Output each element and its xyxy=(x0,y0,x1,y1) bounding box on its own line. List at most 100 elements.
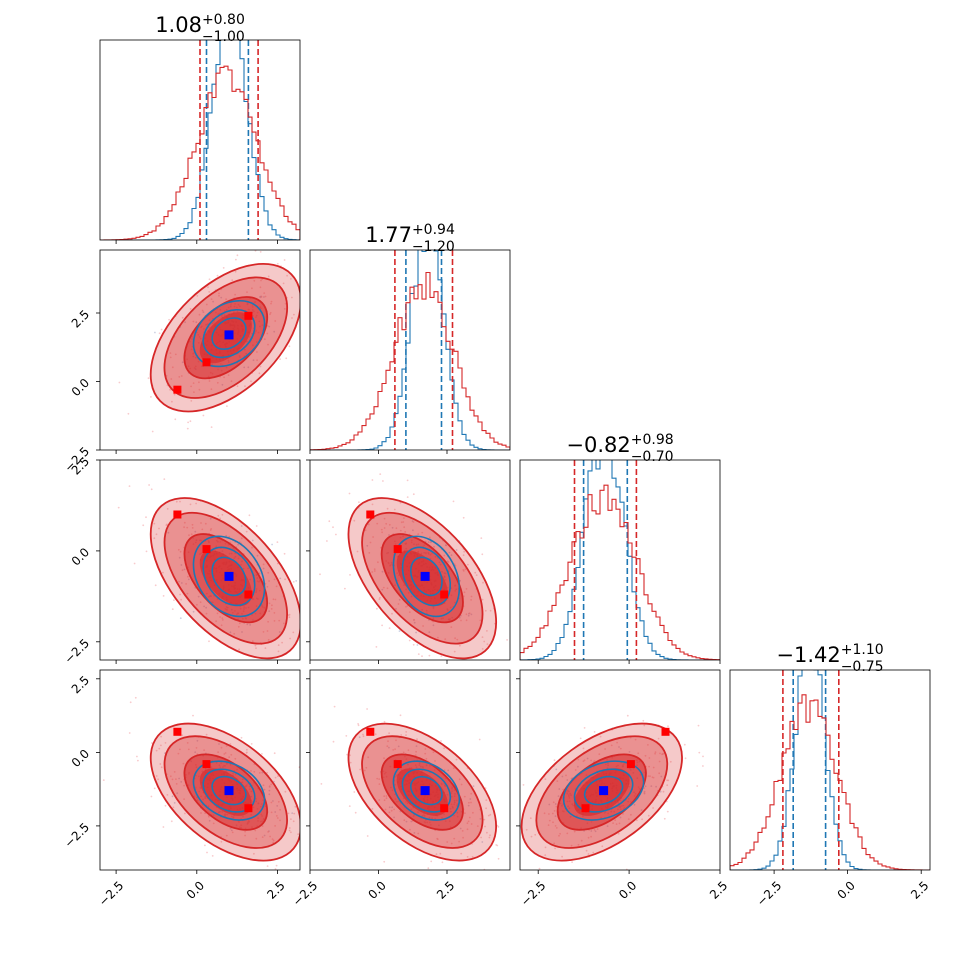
scatter-point xyxy=(424,752,427,755)
scatter-point xyxy=(366,544,369,547)
title-plus: +0.80 xyxy=(202,12,245,28)
scatter-point xyxy=(263,296,265,298)
x-tick-label: 2.5 xyxy=(434,878,457,901)
scatter-point xyxy=(308,308,310,310)
scatter-point xyxy=(178,556,181,559)
scatter-point xyxy=(641,818,643,821)
scatter-point xyxy=(458,616,461,619)
scatter-point xyxy=(408,611,411,613)
scatter-point xyxy=(278,619,281,622)
scatter-point xyxy=(268,793,271,796)
scatter-point xyxy=(599,735,602,738)
scatter-point xyxy=(484,609,487,612)
scatter-point xyxy=(210,298,213,300)
scatter-point xyxy=(395,739,397,742)
scatter-point xyxy=(388,523,391,526)
scatter-point xyxy=(313,626,315,628)
scatter-point xyxy=(175,778,177,780)
scatter-point xyxy=(205,733,208,736)
scatter-point xyxy=(435,666,437,668)
scatter-point xyxy=(702,765,704,767)
scatter-point xyxy=(593,731,596,733)
scatter-point xyxy=(357,723,359,725)
scatter-point xyxy=(586,757,589,760)
scatter-point xyxy=(275,585,278,588)
panel-title-1: 1.77+0.94 xyxy=(365,222,455,247)
scatter-point xyxy=(200,522,202,524)
scatter-point xyxy=(430,860,433,863)
scatter-point xyxy=(561,855,563,858)
scatter-point xyxy=(474,662,476,664)
blue-truth-marker xyxy=(420,786,430,796)
scatter-point xyxy=(205,303,208,306)
scatter-point xyxy=(171,795,174,798)
scatter-point xyxy=(230,829,233,832)
scatter-point xyxy=(234,757,237,760)
scatter-point xyxy=(345,735,348,737)
scatter-point xyxy=(327,295,329,297)
scatter-point xyxy=(208,380,211,382)
scatter-point xyxy=(666,810,669,813)
scatter-point xyxy=(179,748,181,751)
scatter-point xyxy=(481,648,484,650)
scatter-point xyxy=(630,813,632,816)
scatter-point xyxy=(153,787,156,790)
scatter-point xyxy=(444,638,447,640)
scatter-point xyxy=(276,805,279,807)
scatter-point xyxy=(288,827,291,829)
scatter-point xyxy=(414,874,416,876)
scatter-point xyxy=(554,803,557,805)
scatter-point xyxy=(395,527,398,530)
scatter-point xyxy=(667,779,670,782)
x-tick-label: 0.0 xyxy=(616,878,639,901)
scatter-point xyxy=(554,847,556,850)
scatter-point xyxy=(238,648,241,651)
contour-blue xyxy=(392,760,461,821)
scatter-point xyxy=(191,523,194,526)
scatter-point xyxy=(243,366,246,369)
scatter-point xyxy=(405,820,408,823)
red-marker xyxy=(244,311,253,320)
scatter-point xyxy=(643,791,646,794)
scatter-point xyxy=(480,836,482,839)
scatter-point xyxy=(483,640,486,643)
blue-truth-marker xyxy=(599,786,609,796)
scatter-point xyxy=(269,835,271,838)
scatter-point xyxy=(372,536,374,538)
panel-2d-2-0 xyxy=(99,459,315,661)
scatter-point xyxy=(470,613,473,616)
scatter-point xyxy=(558,788,561,790)
scatter-point xyxy=(450,842,453,845)
scatter-point xyxy=(622,813,624,815)
scatter-point xyxy=(220,840,223,843)
scatter-point xyxy=(428,536,431,539)
scatter-point xyxy=(292,581,295,583)
hist-blue xyxy=(520,460,720,660)
scatter-point xyxy=(182,762,185,765)
scatter-point xyxy=(346,753,348,756)
scatter-point xyxy=(287,812,290,815)
title-value: 1.77 xyxy=(365,223,412,247)
scatter-point xyxy=(482,581,484,584)
scatter-point xyxy=(255,647,257,649)
scatter-point xyxy=(221,383,224,386)
scatter-point xyxy=(192,382,195,384)
scatter-point xyxy=(544,846,547,849)
scatter-point xyxy=(573,830,576,833)
scatter-point xyxy=(378,799,381,801)
scatter-point xyxy=(264,647,267,649)
scatter-point xyxy=(412,521,415,523)
scatter-point xyxy=(261,771,264,774)
scatter-point xyxy=(195,321,198,324)
scatter-point xyxy=(415,750,417,753)
scatter-point xyxy=(376,522,379,525)
red-marker xyxy=(581,804,590,813)
scatter-point xyxy=(421,531,424,534)
x-tick-label: −2.5 xyxy=(754,878,785,909)
scatter-point xyxy=(471,856,474,858)
scatter-point xyxy=(263,338,266,341)
scatter-point xyxy=(335,533,337,536)
scatter-point xyxy=(208,815,210,818)
scatter-point xyxy=(468,612,471,615)
scatter-point xyxy=(571,861,573,863)
